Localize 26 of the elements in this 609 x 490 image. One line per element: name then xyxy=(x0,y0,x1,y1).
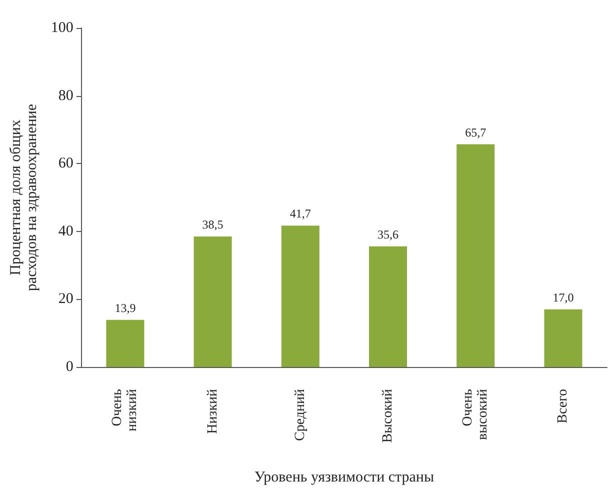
x-tick-label: Высокий xyxy=(380,388,396,443)
x-axis-title: Уровень уязвимости страны xyxy=(254,470,434,486)
x-tick-label: Низкий xyxy=(205,388,220,434)
x-tick-label: Всего xyxy=(556,389,571,424)
y-tick-label: 80 xyxy=(58,88,74,104)
y-tick-label: 100 xyxy=(50,20,74,36)
y-tick-label: 0 xyxy=(66,359,74,375)
data-label: 17,0 xyxy=(552,290,574,304)
y-axis-title: Процентная доля общих расходов на здравоохранение xyxy=(8,104,40,292)
bar xyxy=(369,246,407,367)
x-tick-label: Очень низкий xyxy=(110,388,140,432)
bar xyxy=(194,236,232,367)
bar xyxy=(106,320,144,367)
data-label: 38,5 xyxy=(202,217,224,232)
y-tick-label: 40 xyxy=(58,223,74,240)
data-label: 35,6 xyxy=(378,227,398,242)
bar xyxy=(281,226,320,367)
x-tick-label: Средний xyxy=(292,388,308,441)
bar xyxy=(544,309,582,367)
y-tick-label: 20 xyxy=(58,291,74,308)
x-tick-label: Очень высокий xyxy=(460,388,491,440)
data-label: 41,7 xyxy=(290,206,311,221)
bar xyxy=(456,144,495,367)
data-label: 65,7 xyxy=(465,125,486,140)
data-label: 13,9 xyxy=(114,300,136,315)
y-tick-label: 60 xyxy=(58,156,74,172)
